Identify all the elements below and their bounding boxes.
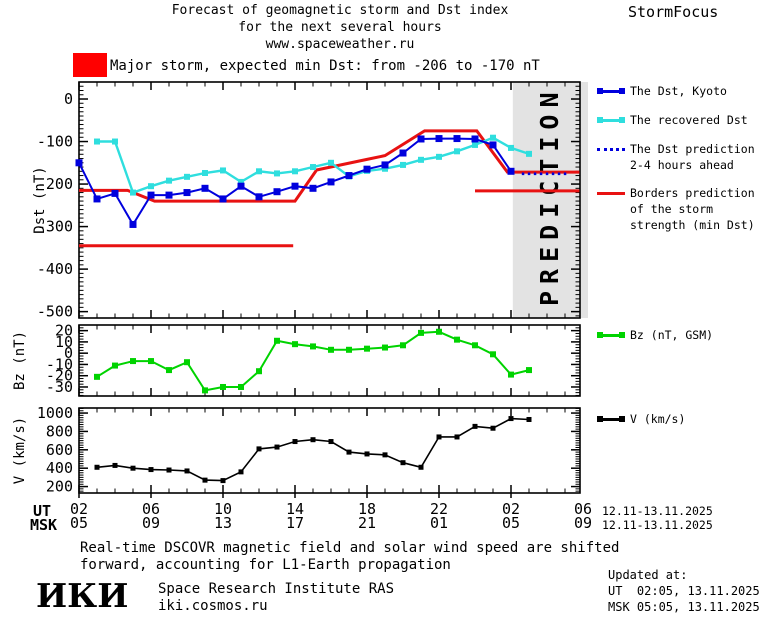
legend-bz: Bz (nT, GSM) (597, 328, 713, 342)
x-axis-hour-labels: 02 06 10 14 18 22 02 06 05 09 13 17 21 01 05 09 (70, 500, 592, 532)
svg-text:800: 800 (46, 422, 73, 440)
svg-text:01: 01 (430, 514, 448, 532)
svg-text:17: 17 (286, 514, 304, 532)
series-bz-gsm (94, 328, 532, 394)
svg-text:-30: -30 (46, 378, 73, 396)
svg-text:-500: -500 (37, 303, 73, 321)
prediction-band (512, 82, 588, 318)
ut-date-range: 12.11-13.11.2025 (602, 504, 713, 518)
v-swatch (597, 414, 625, 424)
series-borders-prediction-upper (79, 129, 580, 203)
legend-dst-prediction-label1: The Dst prediction (630, 142, 755, 156)
svg-text:06: 06 (574, 500, 592, 518)
svg-text:21: 21 (358, 514, 376, 532)
dst-axis-label: Dst (nT) (32, 166, 48, 233)
svg-text:-200: -200 (37, 175, 73, 193)
storm-level-swatch (73, 53, 107, 77)
brand-stormfocus: StormFocus (628, 3, 719, 21)
legend-recovered-dst-label: The recovered Dst (630, 113, 748, 127)
dst-prediction-swatch (597, 144, 625, 154)
v-frame (78, 407, 581, 494)
svg-text:22: 22 (430, 500, 448, 518)
dst-frame (78, 81, 581, 319)
svg-text:10: 10 (214, 500, 232, 518)
legend-bz-label: Bz (nT, GSM) (630, 328, 714, 342)
series-dst-kyoto (75, 135, 515, 228)
dst-ticks: 0 -100 -200 -300 -400 -500 (37, 81, 580, 321)
svg-text:13: 13 (214, 514, 232, 532)
svg-text:0: 0 (64, 90, 73, 108)
legend-v-label: V (km/s) (630, 412, 686, 426)
institute-name: Space Research Institute RAS (158, 581, 395, 597)
legend-v: V (km/s) (597, 412, 685, 426)
dst-kyoto-swatch (597, 86, 625, 96)
svg-text:20: 20 (55, 322, 73, 340)
updated-at-label: Updated at: (608, 568, 688, 582)
svg-text:05: 05 (502, 514, 520, 532)
storm-alert-text: Major storm, expected min Dst: from -206… (110, 58, 540, 74)
legend-dst-prediction: The Dst prediction (597, 142, 755, 156)
bz-frame (78, 324, 581, 397)
legend-dst-kyoto-label: The Dst, Kyoto (630, 84, 727, 98)
page-title-line1: Forecast of geomagnetic storm and Dst in… (171, 3, 509, 18)
legend-borders: Borders prediction (597, 186, 755, 200)
svg-text:-400: -400 (37, 260, 73, 278)
recovered-dst-swatch (597, 115, 625, 125)
v-axis-label: V (km/s) (12, 417, 28, 484)
svg-text:09: 09 (142, 514, 160, 532)
institute-site-url: iki.cosmos.ru (158, 598, 268, 614)
legend-dst-kyoto: The Dst, Kyoto (597, 84, 727, 98)
svg-text:600: 600 (46, 441, 73, 459)
legend-dst-prediction-label2: 2-4 hours ahead (630, 158, 734, 172)
msk-date-range: 12.11-13.11.2025 (602, 518, 713, 532)
svg-text:-20: -20 (46, 367, 73, 385)
prediction-band-label: PREDICTION (535, 85, 564, 306)
svg-text:200: 200 (46, 478, 73, 496)
svg-text:14: 14 (286, 500, 304, 518)
series-solar-wind-speed (94, 416, 532, 484)
iki-logo: ИКИ (36, 576, 129, 615)
bz-axis-label: Bz (nT) (12, 331, 28, 390)
legend-borders-label3: strength (min Dst) (630, 218, 755, 232)
borders-swatch (597, 188, 625, 198)
svg-text:-10: -10 (46, 355, 73, 373)
svg-text:18: 18 (358, 500, 376, 518)
footnote-line2: forward, accounting for L1-Earth propaga… (80, 557, 451, 573)
svg-text:400: 400 (46, 459, 73, 477)
page-title-line2: for the next several hours (238, 20, 442, 35)
msk-row-label: MSK (30, 516, 58, 534)
svg-text:-300: -300 (37, 218, 73, 236)
svg-text:02: 02 (502, 500, 520, 518)
dst-panel: PREDICTION 0 -100 -200 -300 -400 -500 Dst (nT) (32, 81, 588, 321)
updated-at-msk: MSK 05:05, 13.11.2025 (608, 600, 760, 614)
bz-swatch (597, 330, 625, 340)
svg-text:02: 02 (70, 500, 88, 518)
svg-text:10: 10 (55, 333, 73, 351)
site-url: www.spaceweather.ru (265, 37, 415, 52)
svg-text:05: 05 (70, 514, 88, 532)
svg-text:06: 06 (142, 500, 160, 518)
svg-text:0: 0 (64, 344, 73, 362)
legend-recovered-dst: The recovered Dst (597, 113, 748, 127)
legend-borders-label2: of the storm (630, 202, 714, 216)
legend-borders-label1: Borders prediction (630, 186, 755, 200)
svg-text:09: 09 (574, 514, 592, 532)
svg-text:1000: 1000 (37, 404, 73, 422)
svg-text:-100: -100 (37, 133, 73, 151)
footnote-line1: Real-time DSCOVR magnetic field and sola… (80, 540, 620, 556)
updated-at-ut: UT 02:05, 13.11.2025 (608, 584, 760, 598)
ut-row-label: UT (33, 502, 52, 520)
